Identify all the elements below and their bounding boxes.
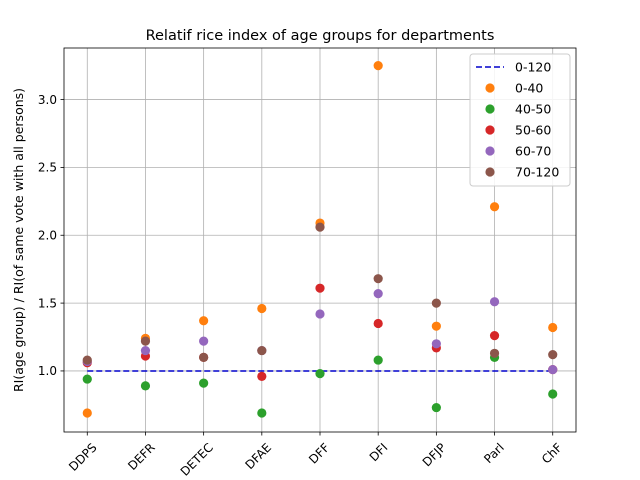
y-tick-label: 1.0 xyxy=(38,364,57,378)
point-60-70-DETEC xyxy=(199,336,209,346)
point-40-50-DFF xyxy=(315,369,325,379)
data-points xyxy=(82,61,558,418)
y-tick-label: 2.0 xyxy=(38,229,57,243)
point-40-50-DETEC xyxy=(199,378,209,388)
point-70-120-DFI xyxy=(373,274,383,284)
point-70-120-DEFR xyxy=(140,336,151,346)
legend-swatch-60-70 xyxy=(485,146,495,156)
point-70-120-DFAE xyxy=(257,345,267,356)
y-axis-label: RI(age group) / RI(of same vote with all… xyxy=(11,88,26,392)
x-tick-label: DFJP xyxy=(420,440,449,469)
point-50-60-DFI xyxy=(373,318,383,329)
point-60-70-DFI xyxy=(373,288,383,299)
x-tick-label: DFF xyxy=(306,440,332,466)
point-70-120-DFF xyxy=(315,222,325,232)
x-axis-ticks: DDPS DEFR DETEC DFAE DFF DFI DFJP Parl ChF xyxy=(66,432,565,479)
legend-label: 0-120 xyxy=(515,60,551,75)
legend: 0-120 0-40 40-50 50-60 60-70 70-120 xyxy=(469,53,571,187)
point-60-70-Parl xyxy=(489,297,500,307)
x-tick-label: DEFR xyxy=(125,440,158,473)
y-tick-label: 1.5 xyxy=(38,296,57,310)
legend-label: 70-120 xyxy=(515,165,559,180)
point-0-40-DDPS xyxy=(82,408,92,418)
point-40-50-DFAE xyxy=(257,408,267,418)
point-70-120-DDPS xyxy=(82,355,92,365)
x-tick-label: DFI xyxy=(367,440,391,464)
legend-label: 60-70 xyxy=(515,144,551,159)
x-tick-label: DDPS xyxy=(66,440,99,473)
legend-frame xyxy=(469,53,571,187)
x-tick-label: ChF xyxy=(539,440,565,466)
point-40-50-DFJP xyxy=(431,402,441,413)
point-0-40-DFJP xyxy=(431,321,441,331)
legend-swatch-70-120 xyxy=(485,167,495,177)
point-40-50-DEFR xyxy=(140,381,151,391)
point-0-40-DFAE xyxy=(257,303,267,314)
legend-label: 0-40 xyxy=(515,81,543,96)
point-70-120-ChF xyxy=(548,350,558,360)
point-60-70-ChF xyxy=(548,364,558,375)
point-0-40-ChF xyxy=(548,322,558,333)
x-tick-label: DETEC xyxy=(178,440,216,478)
legend-label: 50-60 xyxy=(515,123,551,138)
point-70-120-DFJP xyxy=(431,298,441,308)
chart-title: Relatif rice index of age groups for dep… xyxy=(146,28,495,44)
legend-swatch-50-60 xyxy=(485,125,495,135)
point-0-40-DETEC xyxy=(199,316,209,326)
point-40-50-DDPS xyxy=(82,374,92,384)
y-tick-label: 2.5 xyxy=(38,161,57,175)
y-tick-label: 3.0 xyxy=(38,93,57,107)
point-50-60-DFF xyxy=(315,283,325,293)
point-50-60-DFAE xyxy=(257,371,267,381)
point-60-70-DFF xyxy=(315,309,325,319)
point-40-50-DFI xyxy=(373,355,383,365)
point-0-40-DFI xyxy=(373,61,383,71)
legend-swatch-40-50 xyxy=(485,104,495,114)
point-60-70-DEFR xyxy=(140,345,151,356)
point-50-60-Parl xyxy=(489,331,500,341)
legend-label: 40-50 xyxy=(515,102,551,117)
point-0-40-Parl xyxy=(489,202,500,212)
point-70-120-DETEC xyxy=(199,352,209,362)
y-axis-ticks: 1.0 1.5 2.0 2.5 3.0 xyxy=(38,93,64,378)
legend-swatch-0-40 xyxy=(485,83,495,93)
x-tick-label: Parl xyxy=(481,440,507,466)
point-60-70-DFJP xyxy=(431,339,441,349)
point-40-50-ChF xyxy=(548,389,558,399)
x-tick-label: DFAE xyxy=(242,440,274,472)
point-70-120-Parl xyxy=(489,348,500,358)
